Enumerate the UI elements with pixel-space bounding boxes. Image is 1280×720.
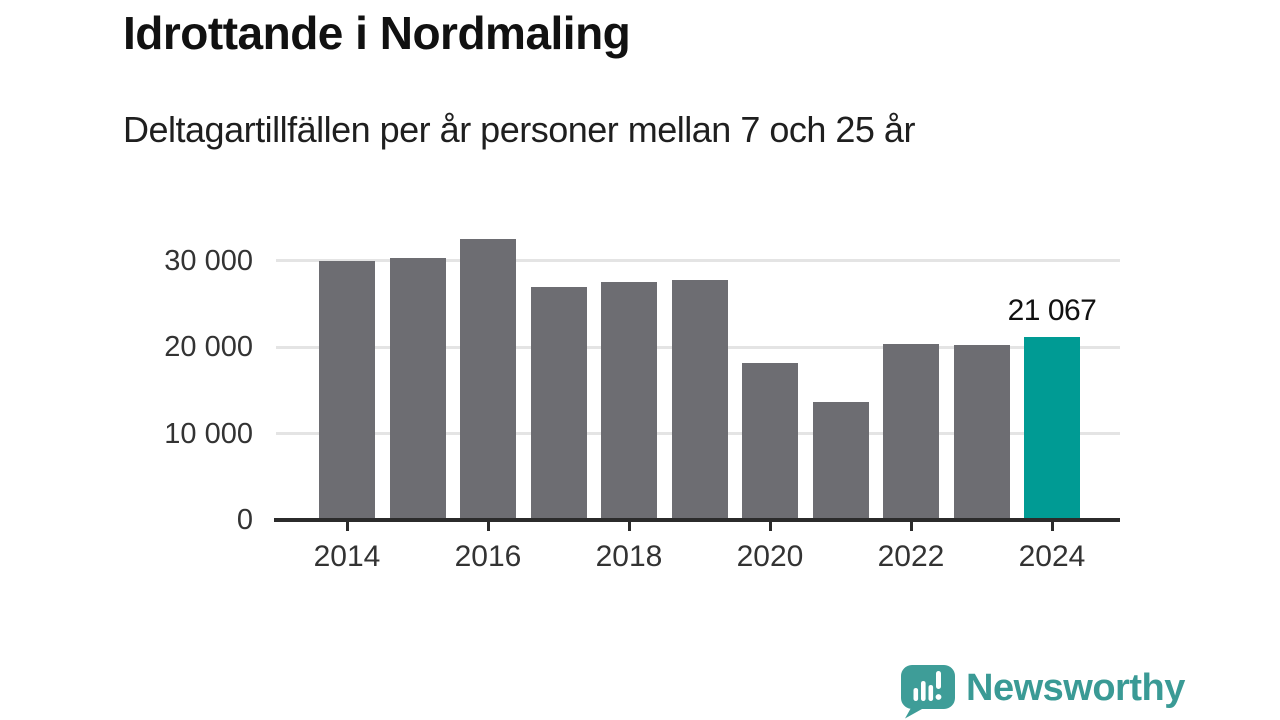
bar-2023 — [953, 345, 1010, 519]
bar-2022 — [883, 344, 939, 519]
y-axis-label-20000: 20 000 — [164, 331, 253, 363]
page-title: Idrottande i Nordmaling — [123, 7, 631, 59]
y-axis-label-10000: 10 000 — [164, 417, 253, 450]
bar-2015 — [389, 258, 446, 519]
x-tick-2016 — [486, 522, 490, 531]
bar-chart: 0 10 000 20 000 30 000 2014 2016 2018 2020 2022 2… — [164, 239, 1120, 573]
x-axis-label-2018: 2018 — [595, 540, 663, 573]
bar-value-label-2024: 21 067 — [1007, 294, 1097, 327]
chart-subtitle: Deltagartillfällen per år personer mella… — [123, 109, 915, 150]
x-tick-2020 — [768, 522, 772, 531]
x-axis-label-2016: 2016 — [454, 540, 522, 573]
brand-name: Newsworthy — [966, 667, 1185, 709]
x-tick-2018 — [627, 522, 631, 531]
x-tick-2024 — [1050, 522, 1054, 531]
x-tick-2014 — [345, 522, 349, 531]
x-axis-label-2024: 2024 — [1018, 540, 1086, 573]
x-tick-2022 — [909, 522, 913, 531]
bar-2016 — [460, 239, 516, 519]
x-axis-label-2014: 2014 — [313, 540, 381, 573]
x-axis-line — [274, 518, 1120, 522]
bar-2018 — [601, 282, 657, 519]
newsworthy-logo: Newsworthy — [899, 663, 1185, 719]
y-axis-label-30000: 30 000 — [164, 244, 253, 277]
bar-2014 — [319, 261, 375, 519]
bar-2021 — [812, 402, 869, 519]
y-axis-label-0: 0 — [236, 504, 253, 536]
gridline-30000 — [276, 259, 1120, 262]
bar-2017 — [530, 287, 587, 519]
bar-2024 — [1024, 337, 1080, 519]
bar-2019 — [671, 280, 728, 519]
x-axis-label-2022: 2022 — [877, 540, 945, 573]
speech-bubble-bar-chart-icon — [901, 664, 955, 718]
x-axis-label-2020: 2020 — [736, 540, 804, 573]
bar-2020 — [742, 363, 798, 519]
